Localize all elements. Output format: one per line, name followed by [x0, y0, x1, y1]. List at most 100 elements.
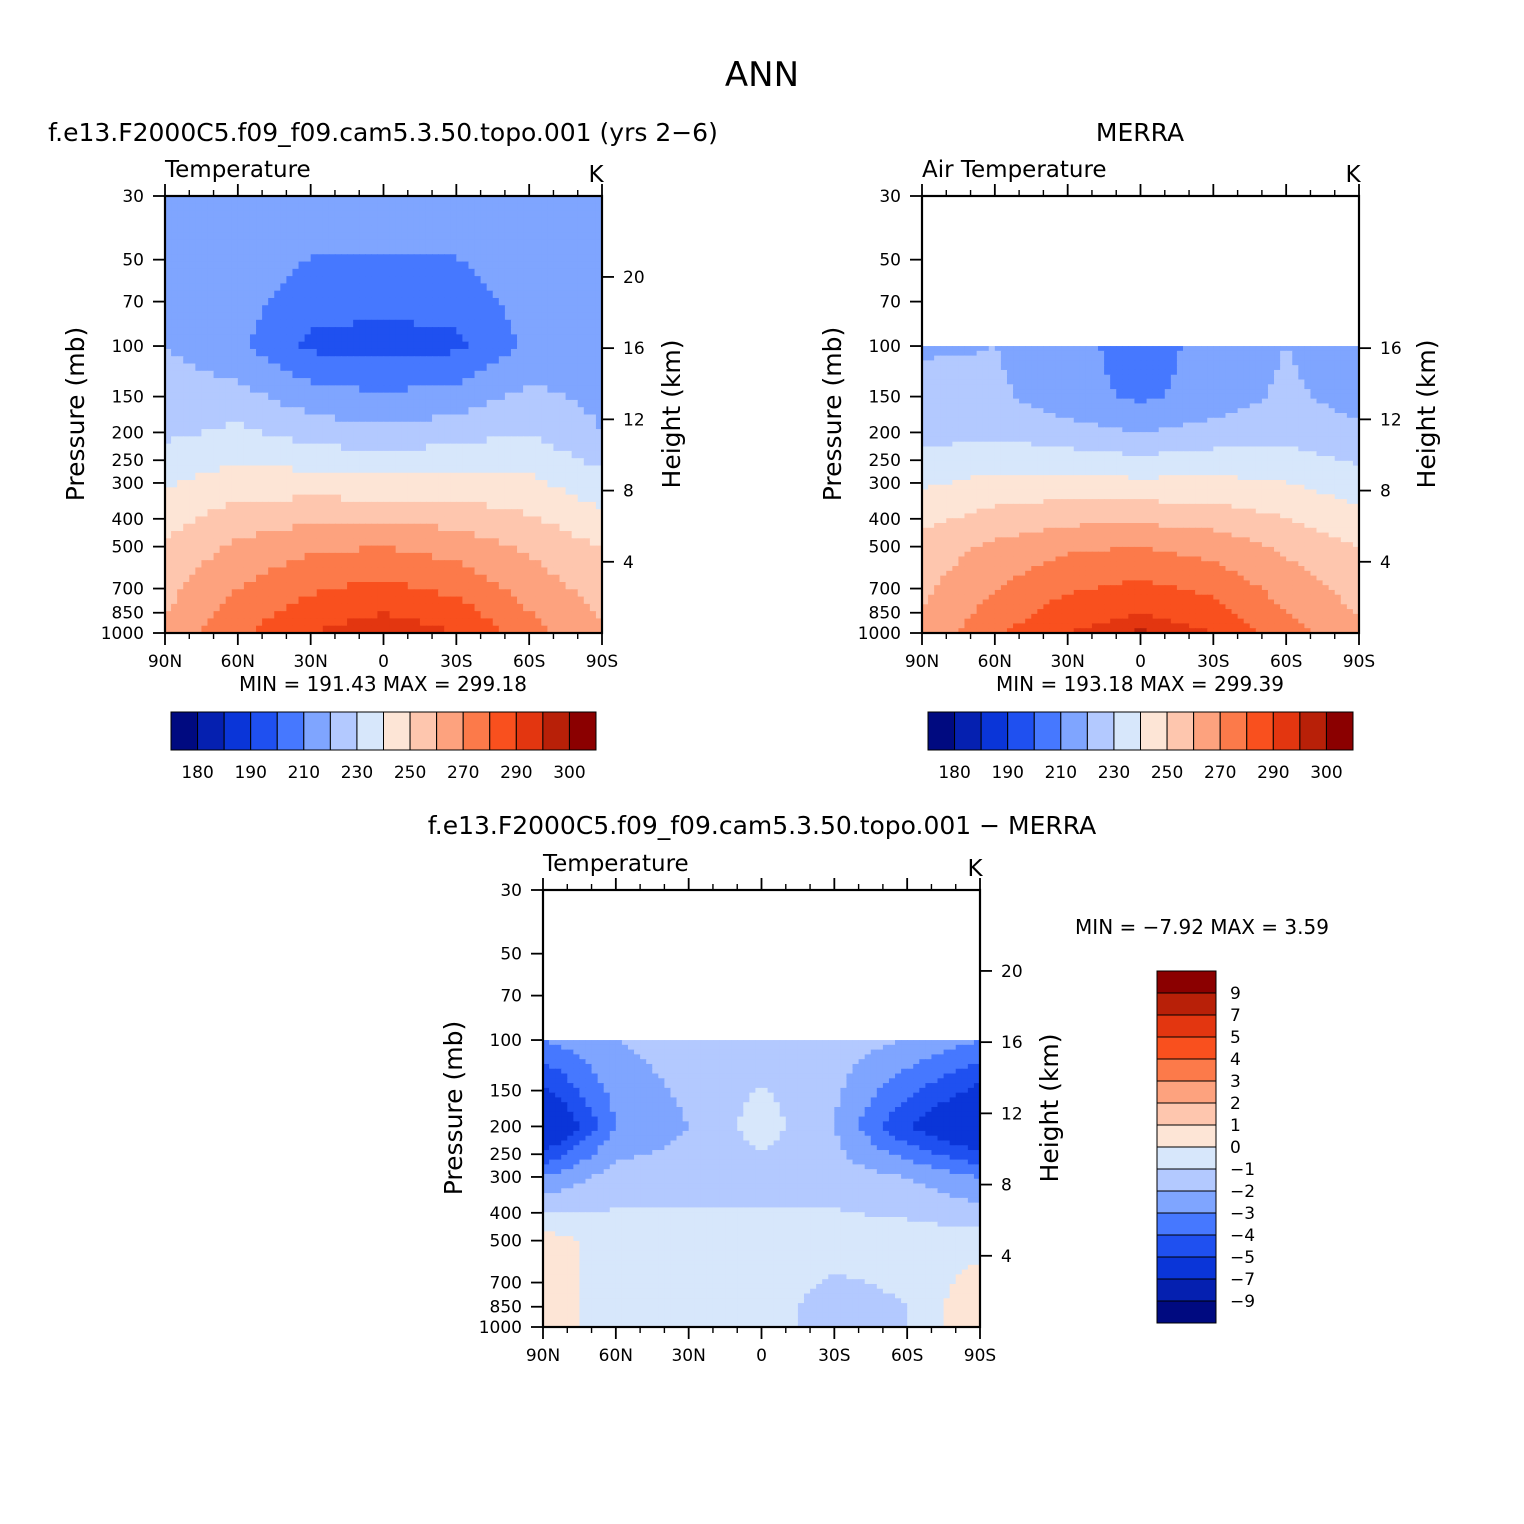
contour-cell	[559, 334, 567, 343]
y-tick-label: 30	[122, 187, 144, 207]
contour-cell	[425, 436, 433, 445]
contour-cell	[1049, 374, 1057, 381]
contour-cell	[553, 232, 561, 241]
contour-cell	[595, 429, 603, 437]
contour-cell	[249, 392, 257, 401]
contour-cell	[541, 407, 548, 416]
contour-cell	[262, 370, 269, 379]
contour-cell	[565, 509, 573, 518]
contour-cell	[559, 283, 567, 292]
contour-cell	[213, 531, 221, 539]
contour-cell	[304, 246, 312, 255]
contour-cell	[480, 603, 488, 612]
contour-cell	[310, 516, 318, 525]
contour-cell	[450, 458, 457, 467]
contour-cell	[201, 246, 209, 255]
contour-cell	[286, 392, 294, 401]
contour-cell	[462, 407, 470, 416]
contour-cell	[529, 567, 536, 576]
contour-cell	[165, 196, 172, 204]
contour-cell	[952, 360, 960, 366]
contour-cell	[595, 312, 603, 321]
contour-cell	[541, 210, 548, 219]
contour-cell	[1286, 355, 1293, 361]
contour-cell	[559, 509, 567, 518]
contour-cell	[407, 378, 415, 386]
contour-cell	[444, 560, 451, 569]
contour-cell	[231, 261, 239, 270]
contour-cell	[292, 225, 300, 234]
contour-cell	[371, 421, 379, 430]
contour-cell	[268, 567, 275, 576]
contour-cell	[171, 443, 178, 452]
contour-cell	[547, 603, 555, 612]
contour-cell	[213, 429, 221, 437]
contour-cell	[1055, 365, 1063, 371]
contour-cell	[310, 472, 318, 481]
contour-cell	[970, 355, 978, 361]
contour-cell	[225, 421, 233, 430]
contour-cell	[559, 392, 567, 401]
contour-cell	[450, 297, 457, 306]
contour-cell	[529, 210, 536, 219]
contour-cell	[310, 297, 318, 306]
contour-cell	[407, 283, 415, 292]
contour-cell	[383, 443, 391, 452]
contour-cell	[510, 443, 518, 452]
contour-cell	[559, 356, 567, 365]
contour-cell	[383, 494, 391, 503]
contour-cell	[589, 261, 597, 270]
contour-cell	[456, 501, 463, 510]
contour-cell	[456, 589, 463, 598]
contour-cell	[589, 407, 597, 416]
contour-cell	[595, 232, 603, 241]
contour-cell	[341, 334, 348, 343]
contour-cell	[219, 356, 227, 365]
contour-cell	[256, 334, 263, 343]
contour-cell	[946, 374, 953, 381]
contour-cell	[359, 436, 366, 445]
contour-cell	[565, 501, 573, 510]
contour-cell	[171, 261, 178, 270]
contour-cell	[1061, 360, 1069, 366]
contour-cell	[237, 268, 245, 277]
contour-cell	[353, 363, 360, 372]
contour-cell	[419, 494, 427, 503]
contour-cell	[334, 429, 342, 437]
contour-cell	[334, 421, 342, 430]
contour-cell	[280, 283, 287, 292]
contour-cell	[958, 369, 966, 376]
panel-model-colorbar: 180 190 210 230 250 270 290 300	[170, 711, 597, 783]
contour-cell	[328, 494, 336, 503]
panel-model-ylabel-right: Height (km)	[657, 340, 686, 489]
contour-cell	[1098, 346, 1105, 352]
contour-cell	[407, 436, 415, 445]
contour-cell	[982, 350, 990, 357]
contour-cell	[274, 538, 281, 547]
contour-cell	[243, 203, 251, 212]
contour-cell	[177, 501, 184, 510]
contour-cell	[383, 370, 391, 379]
contour-cell	[334, 582, 342, 590]
contour-cell	[589, 603, 597, 612]
contour-cell	[407, 472, 415, 481]
contour-cell	[213, 283, 221, 292]
contour-cell	[1334, 369, 1342, 376]
contour-cell	[377, 501, 385, 510]
contour-cell	[383, 378, 391, 386]
contour-cell	[262, 509, 269, 518]
colorbar-label: 250	[394, 763, 426, 783]
contour-cell	[286, 246, 294, 255]
contour-cell	[359, 327, 366, 335]
contour-cell	[262, 552, 269, 561]
contour-cell	[268, 596, 275, 605]
contour-cell	[231, 254, 239, 263]
contour-cell	[510, 516, 518, 525]
contour-cell	[1219, 360, 1227, 366]
contour-cell	[480, 531, 488, 539]
contour-cell	[1207, 365, 1214, 371]
contour-cell	[498, 254, 506, 263]
contour-cell	[195, 407, 203, 416]
contour-cell	[165, 341, 172, 350]
contour-cell	[322, 356, 330, 365]
